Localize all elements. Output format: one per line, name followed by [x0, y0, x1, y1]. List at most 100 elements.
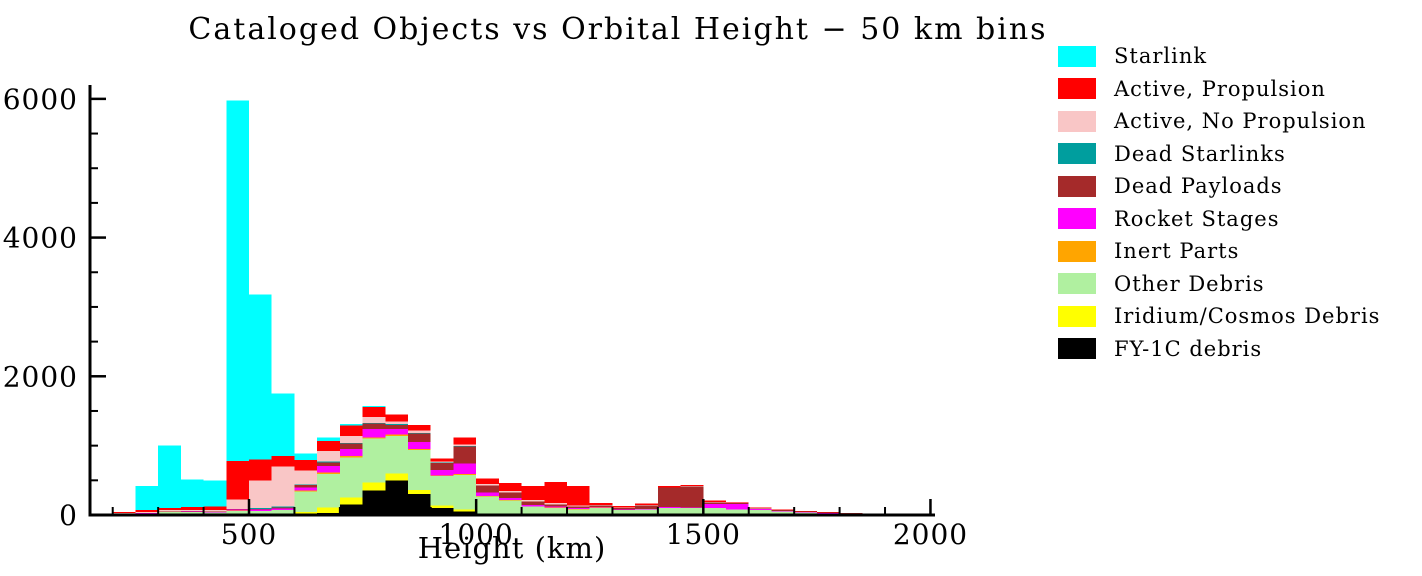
legend-item-dead-starlinks: Dead Starlinks: [1058, 141, 1380, 166]
bar-segment-iridium-cosmos-debris: [408, 490, 431, 495]
bar-segment-active-no-propulsion: [294, 470, 318, 485]
x-axis-label: Height (km): [417, 531, 607, 565]
bar-segment-dead-payloads: [657, 487, 681, 508]
bar-segment-active-no-propulsion: [567, 505, 590, 507]
bar-segment-other-debris: [544, 508, 568, 515]
bar-segment-inert-parts: [453, 474, 477, 475]
bar-segment-active-propulsion: [339, 425, 363, 436]
bar-segment-dead-payloads: [385, 424, 409, 429]
bar-segment-dead-payloads: [498, 492, 522, 499]
bar-segment-other-debris: [271, 510, 295, 515]
bar-segment-dead-payloads: [226, 508, 250, 510]
bar-segment-active-no-propulsion: [385, 421, 409, 425]
bar-segment-dead-payloads: [294, 485, 318, 488]
legend-label: Inert Parts: [1114, 239, 1240, 263]
bar-segment-active-propulsion: [567, 486, 590, 506]
x-tick-label: 1500: [666, 518, 741, 551]
bar-segment-starlink: [271, 393, 295, 457]
bar-segment-rocket-stages: [748, 509, 772, 511]
bar-segment-other-debris: [249, 511, 272, 515]
bar-segment-rocket-stages: [271, 508, 295, 510]
bar-segment-other-debris: [408, 449, 431, 491]
bar-segment-starlink: [226, 100, 250, 461]
bar-segment-active-no-propulsion: [158, 510, 181, 512]
bar-segment-inert-parts: [294, 490, 318, 492]
bar-segment-starlink: [158, 445, 181, 509]
x-tick-label: 500: [221, 518, 277, 551]
bar-segment-rocket-stages: [703, 503, 727, 509]
bar-segment-other-debris: [612, 510, 636, 515]
bar-segment-rocket-stages: [362, 429, 386, 438]
bar-segment-active-propulsion: [408, 424, 431, 431]
bar-segment-rocket-stages: [385, 429, 409, 435]
bar-segment-active-no-propulsion: [362, 417, 386, 423]
bar-segment-inert-parts: [317, 472, 340, 475]
bar-segment-iridium-cosmos-debris: [430, 505, 454, 509]
bar-segment-other-debris: [703, 508, 727, 515]
bar-segment-active-propulsion: [135, 510, 159, 513]
x-tick-label: 2000: [893, 518, 968, 551]
bar-segment-other-debris: [657, 508, 681, 515]
bar-segment-active-no-propulsion: [453, 444, 477, 446]
bar-segment-active-propulsion: [657, 485, 681, 488]
bar-segment-dead-payloads: [476, 485, 499, 493]
y-tick-label: 4000: [3, 222, 78, 255]
bar-segment-rocket-stages: [430, 469, 454, 476]
bar-segment-active-propulsion: [612, 505, 636, 508]
y-tick-label: 6000: [3, 83, 78, 116]
legend-label: FY-1C debris: [1114, 336, 1263, 361]
legend-swatch-dead-payloads: [1058, 175, 1096, 197]
bar-segment-starlink: [249, 294, 272, 460]
bar-segment-active-propulsion: [430, 458, 454, 462]
legend-item-rocket-stages: Rocket Stages: [1058, 207, 1380, 231]
bar-segment-dead-starlinks: [317, 461, 340, 463]
bar-segment-rocket-stages: [498, 498, 522, 501]
legend-item-iridium-cosmos-debris: Iridium/Cosmos Debris: [1058, 304, 1380, 328]
bar-segment-other-debris: [385, 435, 409, 474]
bar-segment-other-debris: [521, 506, 545, 515]
bar-segment-active-no-propulsion: [544, 502, 568, 505]
bar-segment-active-no-propulsion: [203, 510, 227, 512]
bar-segment-dead-payloads: [430, 462, 454, 470]
bar-segment-rocket-stages: [680, 507, 704, 509]
bar-segment-dead-starlinks: [385, 424, 409, 425]
bar-segment-dead-starlinks: [339, 442, 363, 444]
bar-segment-other-debris: [589, 508, 613, 515]
y-tick-label: 0: [59, 499, 78, 532]
bar-segment-rocket-stages: [226, 509, 250, 511]
bar-segment-iridium-cosmos-debris: [294, 512, 318, 515]
legend-swatch-rocket-stages: [1058, 208, 1096, 229]
y-tick-label: 2000: [3, 360, 78, 393]
bar-segment-rocket-stages: [453, 463, 477, 475]
bar-segment-rocket-stages: [203, 511, 227, 513]
bar-segment-active-propulsion: [635, 503, 658, 505]
legend-item-fy-1c-debris: FY-1C debris: [1058, 336, 1380, 361]
bar-segment-dead-payloads: [408, 433, 431, 442]
legend-swatch-dead-starlinks: [1058, 143, 1096, 164]
bar-segment-dead-payloads: [317, 462, 340, 466]
bar-segment-other-debris: [771, 511, 795, 515]
bar-segment-iridium-cosmos-debris: [317, 507, 340, 513]
bar-segment-other-debris: [748, 510, 772, 515]
bar-segment-inert-parts: [430, 475, 454, 477]
bar-segment-active-propulsion: [249, 459, 272, 481]
bar-segment-dead-payloads: [748, 508, 772, 510]
bar-segment-other-debris: [317, 474, 340, 508]
legend-swatch-fy-1c-debris: [1058, 338, 1096, 359]
bar-segment-active-no-propulsion: [521, 500, 545, 502]
legend-label: Dead Starlinks: [1114, 141, 1286, 166]
bar-segment-active-propulsion: [453, 437, 477, 445]
bar-segment-active-no-propulsion: [249, 480, 272, 509]
bar-segment-rocket-stages: [794, 512, 817, 513]
legend-swatch-iridium-cosmos-debris: [1058, 305, 1096, 327]
bar-segment-iridium-cosmos-debris: [362, 482, 386, 491]
bar-segment-active-propulsion: [589, 502, 613, 505]
bar-segment-active-propulsion: [112, 512, 136, 513]
legend-swatch-other-debris: [1058, 273, 1096, 294]
bar-segment-other-debris: [476, 496, 499, 514]
bar-segment-active-propulsion: [385, 414, 409, 422]
bar-segment-iridium-cosmos-debris: [453, 509, 477, 512]
bar-segment-other-debris: [680, 508, 704, 515]
bar-segment-dead-payloads: [635, 505, 658, 509]
